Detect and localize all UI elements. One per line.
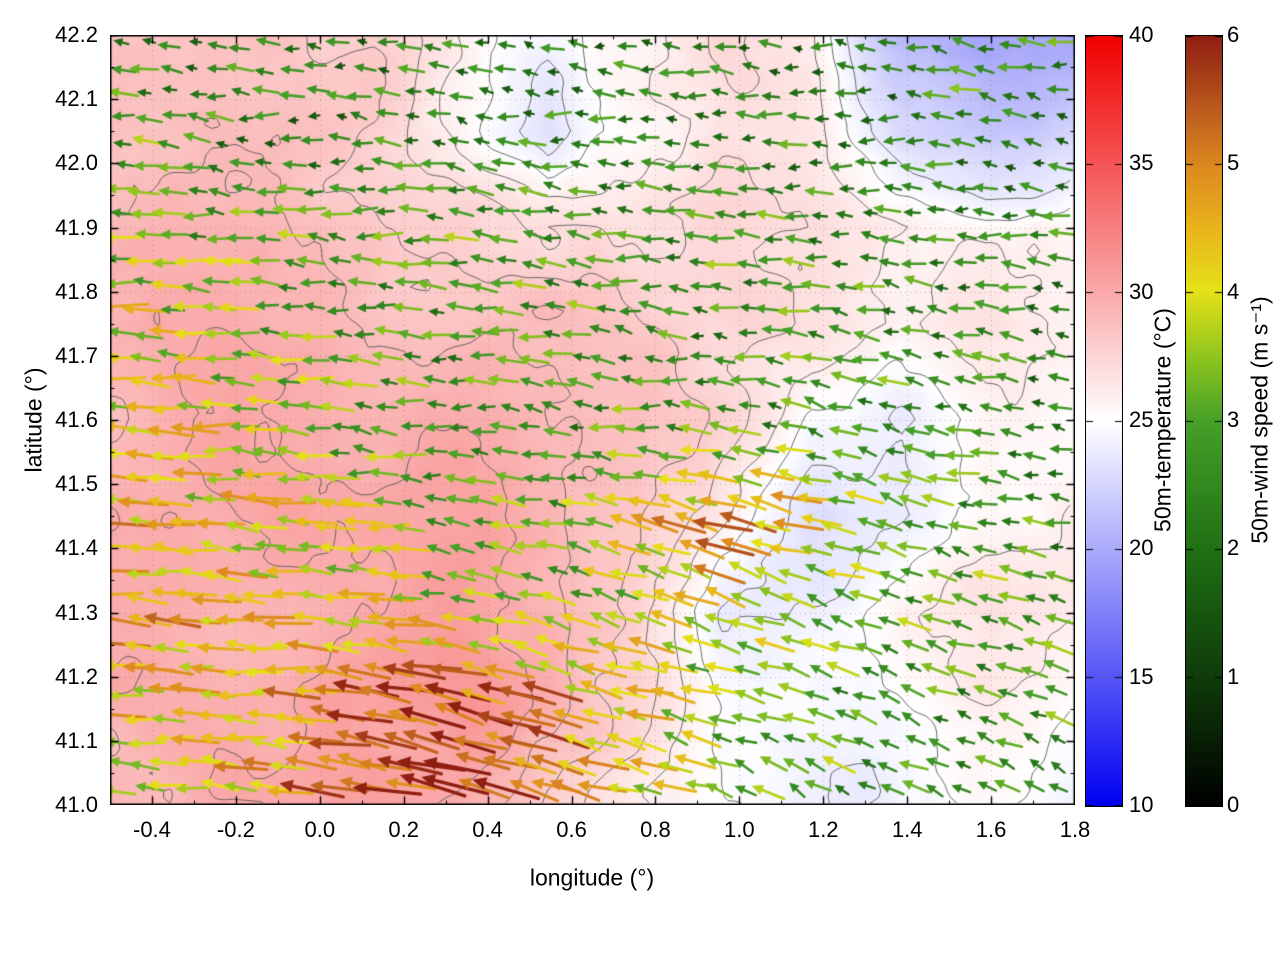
x-tick-label: 1.4 (891, 817, 923, 842)
y-tick-label: 41.9 (55, 214, 98, 240)
temperature-colorbar-tick-label: 25 (1129, 407, 1154, 432)
wind-colorbar-tick-label: 2 (1227, 535, 1240, 561)
temperature-colorbar-tick-label: 15 (1129, 663, 1154, 689)
wind-colorbar-tick-label: 4 (1227, 278, 1240, 304)
x-axis-label: longitude (°) (529, 864, 655, 891)
x-tick-label: 1.2 (807, 817, 839, 842)
temperature-colorbar-tick-label: 35 (1129, 150, 1154, 176)
x-tick-label: 1.8 (1059, 817, 1091, 842)
temperature-colorbar-tick-label: 40 (1129, 22, 1154, 47)
wind-colorbar-tick-label: 3 (1227, 407, 1240, 432)
x-tick-label: 0.0 (304, 817, 336, 842)
y-tick-label: 42.1 (55, 86, 98, 112)
wind-colorbar (1185, 35, 1223, 807)
y-tick-label: 41.5 (55, 471, 98, 497)
x-tick-label: 0.6 (556, 817, 587, 842)
y-tick-label: 41.1 (55, 727, 98, 753)
y-tick-label: 42.2 (55, 22, 98, 47)
x-tick-label: 0.8 (640, 817, 671, 842)
y-tick-label: 41.8 (55, 278, 98, 304)
y-tick-label: 41.7 (55, 342, 98, 368)
temperature-colorbar-tick-label: 30 (1129, 278, 1154, 304)
x-tick-label: 0.2 (388, 817, 419, 842)
y-axis-label: latitude (°) (20, 367, 47, 473)
temperature-colorbar (1085, 35, 1123, 807)
y-tick-label: 41.3 (55, 599, 98, 625)
temperature-colorbar-tick-label: 10 (1129, 792, 1154, 817)
x-tick-label: -0.4 (132, 817, 171, 842)
temperature-colorbar-title: 50m-temperature (°C) (1149, 308, 1176, 532)
wind-colorbar-tick-label: 5 (1227, 150, 1240, 176)
y-tick-label: 41.2 (55, 663, 98, 689)
x-tick-label: 1.0 (724, 817, 755, 842)
y-tick-label: 42.0 (55, 150, 98, 176)
map-plot-canvas (110, 35, 1075, 805)
x-tick-label: -0.2 (216, 817, 255, 842)
wind-colorbar-tick-label: 1 (1227, 663, 1240, 689)
wind-colorbar-tick-label: 0 (1227, 792, 1240, 817)
y-tick-label: 41.6 (55, 407, 98, 432)
wind-colorbar-tick-label: 6 (1227, 22, 1240, 47)
x-tick-label: 0.4 (472, 817, 503, 842)
wind-colorbar-title: 50m-wind speed (m s⁻¹) (1246, 296, 1273, 544)
x-tick-label: 1.6 (975, 817, 1007, 842)
y-tick-label: 41.0 (55, 792, 98, 817)
y-tick-label: 41.4 (55, 535, 98, 561)
temperature-colorbar-tick-label: 20 (1129, 535, 1154, 561)
